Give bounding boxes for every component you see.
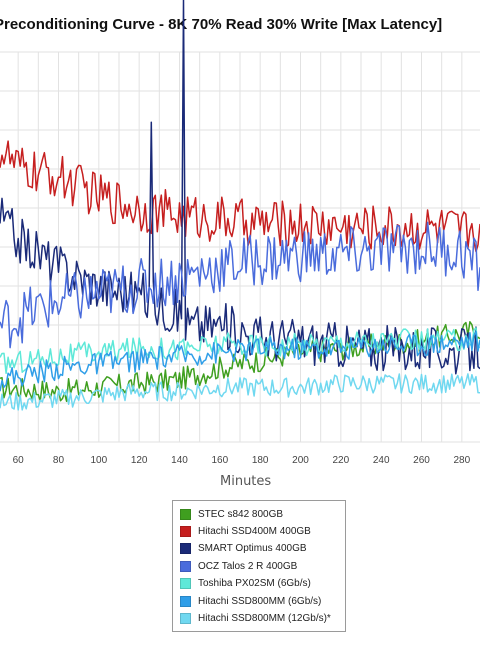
legend-swatch xyxy=(180,612,191,624)
legend-label: OCZ Talos 2 R 400GB xyxy=(198,560,298,572)
x-tick-label: 160 xyxy=(211,455,228,466)
legend-label: STEC s842 800GB xyxy=(198,508,284,520)
legend-swatch xyxy=(180,525,191,537)
legend-swatch xyxy=(180,578,191,590)
series-line-hitachi-ssd800mm-6gb-s- xyxy=(0,330,480,392)
legend-item: STEC s842 800GB xyxy=(180,507,283,521)
legend-swatch xyxy=(180,595,191,607)
series-line-ocz-talos-2-r-400gb xyxy=(0,221,480,349)
x-tick-label: 220 xyxy=(332,455,349,466)
chart: 60 80 100 120 140 160 180 200 220 240 260 280 xyxy=(0,0,480,466)
series-line-hitachi-ssd800mm-12gb-s- xyxy=(0,373,480,411)
legend-item: SMART Optimus 400GB xyxy=(180,542,307,556)
legend-item: Hitachi SSD800MM (12Gb/s)* xyxy=(180,611,331,625)
legend-item: Hitachi SSD800MM (6Gb/s) xyxy=(180,594,321,608)
legend-label: SMART Optimus 400GB xyxy=(198,543,307,555)
x-tick-label: 260 xyxy=(413,455,430,466)
legend-swatch xyxy=(180,508,191,520)
legend-label: Hitachi SSD800MM (12Gb/s)* xyxy=(198,612,331,624)
x-tick-label: 280 xyxy=(454,455,471,466)
series-line-smart-optimus-400gb xyxy=(0,0,480,375)
x-tick-label: 180 xyxy=(252,455,269,466)
legend-swatch xyxy=(180,560,191,572)
x-tick-label: 100 xyxy=(90,455,107,466)
chart-title: Preconditioning Curve - 8K 70% Read 30% … xyxy=(0,16,443,33)
legend-swatch xyxy=(180,543,191,555)
x-tick-label: 200 xyxy=(292,455,309,466)
legend-label: Hitachi SSD400M 400GB xyxy=(198,525,311,537)
x-tick-label: 240 xyxy=(373,455,390,466)
x-axis-label: Minutes xyxy=(220,474,272,489)
x-tick-label: 120 xyxy=(131,455,148,466)
legend-item: OCZ Talos 2 R 400GB xyxy=(180,559,297,573)
legend-item: Hitachi SSD400M 400GB xyxy=(180,524,311,538)
legend-label: Hitachi SSD800MM (6Gb/s) xyxy=(198,595,322,607)
legend: STEC s842 800GB Hitachi SSD400M 400GB SMAR… xyxy=(172,500,346,632)
series-lines xyxy=(0,0,480,411)
legend-item: Toshiba PX02SM (6Gb/s) xyxy=(180,577,311,591)
x-tick-labels: 60 80 100 120 140 160 180 200 220 240 260 280 xyxy=(13,455,471,466)
legend-label: Toshiba PX02SM (6Gb/s) xyxy=(198,578,311,590)
x-tick-label: 80 xyxy=(53,455,65,466)
x-tick-label: 140 xyxy=(171,455,188,466)
x-tick-label: 60 xyxy=(13,455,25,466)
